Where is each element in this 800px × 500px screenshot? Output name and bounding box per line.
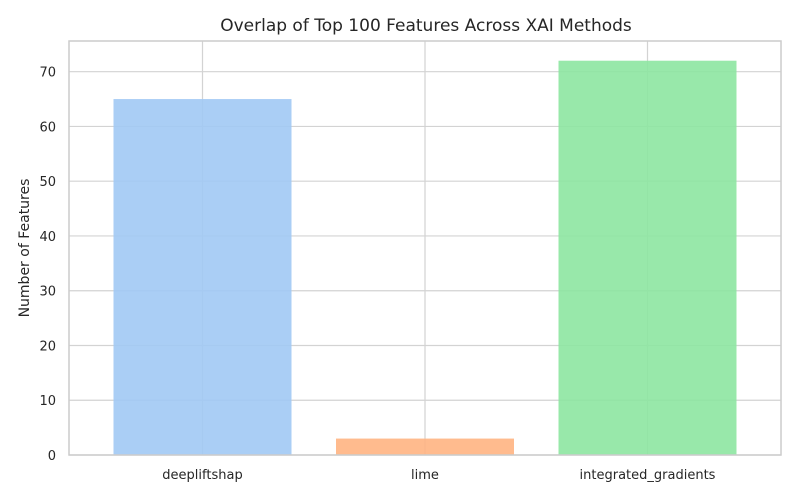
x-axis-ticks: deepliftshap lime integrated_gradients xyxy=(162,468,715,483)
y-axis-ticks: 0 10 20 30 40 50 60 70 xyxy=(39,66,56,464)
bar-integrated-gradients xyxy=(558,60,737,455)
plot-frame xyxy=(68,40,782,456)
y-tick-label: 70 xyxy=(39,66,56,81)
x-tick-label: deepliftshap xyxy=(162,468,242,483)
bar-lime xyxy=(336,438,514,455)
chart-title: Overlap of Top 100 Features Across XAI M… xyxy=(220,16,632,36)
y-axis-label: Number of Features xyxy=(17,179,33,318)
bars xyxy=(113,60,737,456)
bar-deepliftshap xyxy=(113,99,292,456)
y-tick-label: 20 xyxy=(39,339,56,354)
y-tick-label: 50 xyxy=(39,175,56,190)
y-tick-label: 10 xyxy=(39,394,56,409)
y-tick-label: 40 xyxy=(39,230,56,245)
y-tick-label: 30 xyxy=(39,285,56,300)
x-tick-label: lime xyxy=(411,468,439,483)
y-tick-label: 60 xyxy=(39,120,56,135)
x-tick-label: integrated_gradients xyxy=(580,468,716,483)
y-tick-label: 0 xyxy=(48,449,56,464)
